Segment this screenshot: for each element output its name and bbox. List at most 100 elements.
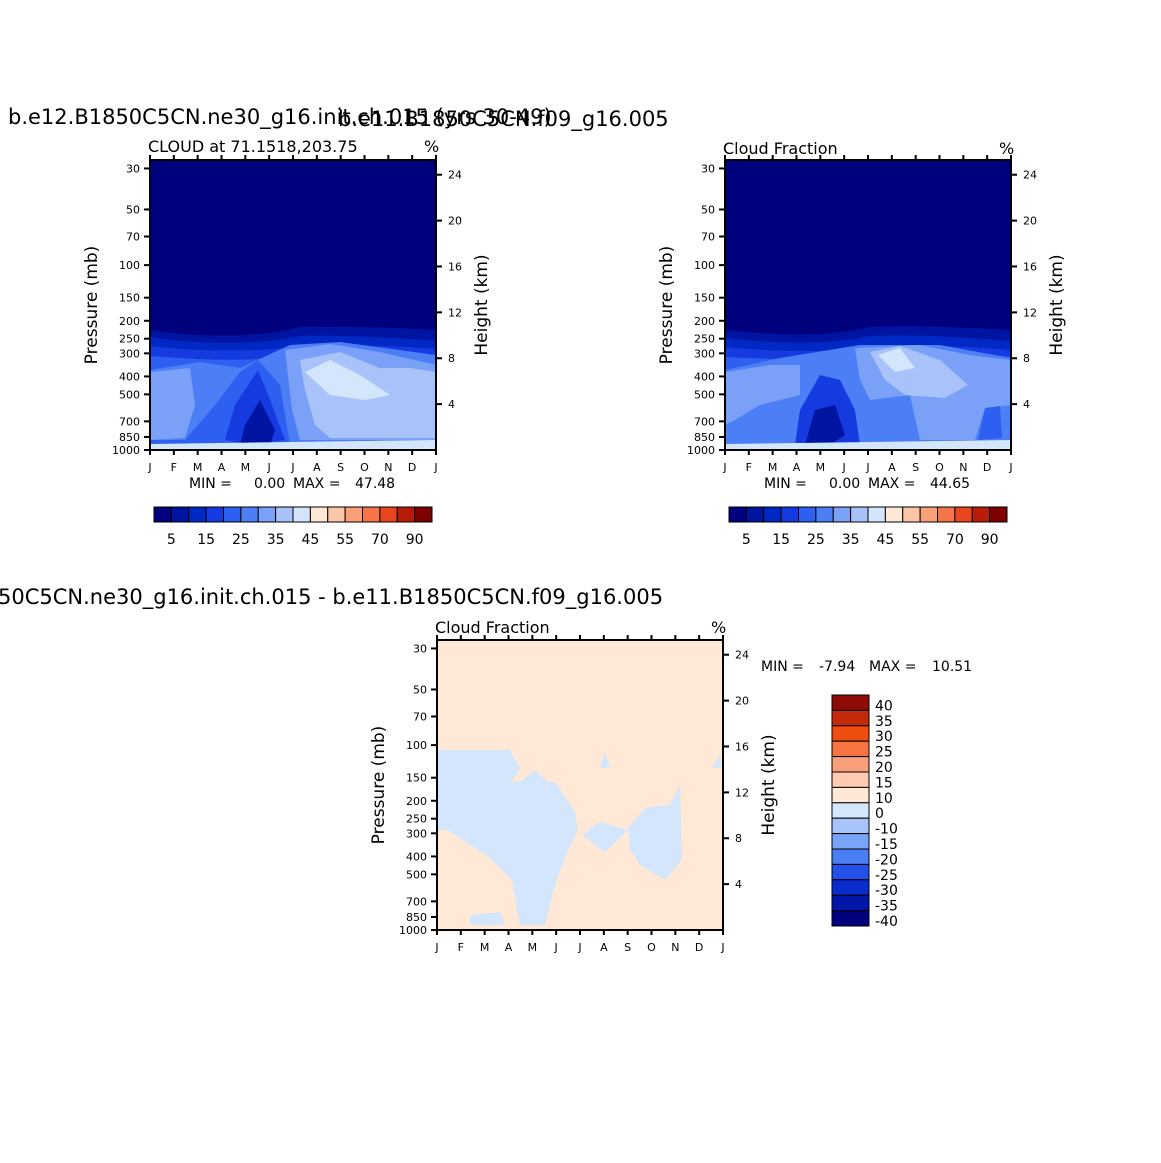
colorbar-swatch xyxy=(763,506,782,523)
contour-fill-level-10 xyxy=(240,400,275,445)
panel-2: Cloud Fraction % J F M A M J J A S O N D J 30 50 70 100 1… xyxy=(657,139,1067,548)
contour-fill-negative-g xyxy=(712,755,723,768)
colorbar-swatch xyxy=(831,771,870,788)
y-tick-label: 400 xyxy=(119,370,140,383)
colorbar-label: 0 xyxy=(875,806,884,822)
y-tick-label: 500 xyxy=(694,388,715,401)
y-tick-label: 300 xyxy=(406,827,427,840)
colorbar-label: 55 xyxy=(336,532,354,548)
x-tick-label: J xyxy=(267,461,271,474)
y-tick-right-label: 20 xyxy=(735,695,749,708)
panel-3-min-value: -7.94 xyxy=(819,659,855,675)
colorbar-label: 5 xyxy=(167,532,176,548)
y-tick-label: 700 xyxy=(694,415,715,428)
panel-2-ylabel-right: Height (km) xyxy=(1047,254,1067,355)
colorbar-swatch xyxy=(240,506,259,523)
colorbar-swatch xyxy=(205,506,224,523)
panel-2-units: % xyxy=(999,139,1014,158)
panel-3-max-label: MAX = xyxy=(869,659,916,675)
panel-2-title: Cloud Fraction xyxy=(723,139,838,158)
colorbar-label: -20 xyxy=(875,852,898,868)
colorbar-label: 55 xyxy=(911,532,929,548)
panel-3-ylabel-right: Height (km) xyxy=(759,734,779,835)
y-tick-right-label: 12 xyxy=(1023,306,1037,319)
y-tick-label: 50 xyxy=(126,203,140,216)
colorbar-swatch xyxy=(954,506,973,523)
y-tick-right-label: 16 xyxy=(735,740,749,753)
colorbar-swatch xyxy=(153,506,172,523)
panel-1-max-value: 47.48 xyxy=(355,476,395,492)
panel-1-ylabel-right: Height (km) xyxy=(472,254,492,355)
contour-fill-level-11 xyxy=(150,440,436,450)
colorbar-swatch xyxy=(867,506,886,523)
x-tick-label: M xyxy=(480,941,490,954)
x-tick-label: F xyxy=(746,461,752,474)
x-tick-label: A xyxy=(888,461,896,474)
colorbar-label: 15 xyxy=(772,532,790,548)
y-tick-label: 50 xyxy=(701,203,715,216)
contour-fill-negative-h xyxy=(470,912,505,925)
y-tick-label: 30 xyxy=(126,162,140,175)
colorbar-label: -40 xyxy=(875,914,898,930)
contour-fill-level-10 xyxy=(805,405,845,445)
contour-fill-negative-e xyxy=(582,822,628,852)
x-tick-label: A xyxy=(505,941,513,954)
x-tick-label: F xyxy=(458,941,464,954)
y-tick-right-label: 8 xyxy=(1023,352,1030,365)
contour-fill-negative-b xyxy=(437,768,465,785)
x-tick-label: J xyxy=(433,461,437,474)
y-tick-label: 30 xyxy=(701,162,715,175)
contour-fill-level-11 xyxy=(978,406,1002,440)
y-tick-label: 50 xyxy=(413,683,427,696)
contour-fill-level-8 xyxy=(878,348,915,372)
panel-1-units: % xyxy=(424,137,439,156)
y-tick-label: 200 xyxy=(694,315,715,328)
panel-3-max-value: 10.51 xyxy=(932,659,972,675)
y-tick-label: 70 xyxy=(126,230,140,243)
colorbar-swatch xyxy=(831,802,870,819)
panel-1-min-value: 0.00 xyxy=(254,476,285,492)
x-tick-label: M xyxy=(528,941,538,954)
y-tick-label: 400 xyxy=(406,850,427,863)
colorbar-swatch xyxy=(831,894,870,912)
y-tick-label: 300 xyxy=(694,347,715,360)
colorbar-swatch xyxy=(971,506,991,523)
colorbar-swatch xyxy=(362,506,381,523)
y-tick-right-label: 24 xyxy=(735,649,749,662)
colorbar-swatch xyxy=(831,833,870,850)
colorbar-label: 30 xyxy=(875,729,893,745)
colorbar-swatch xyxy=(831,756,870,773)
panel-2-max-value: 44.65 xyxy=(930,476,970,492)
panel-1-max-label: MAX = xyxy=(293,476,340,492)
panel-1-min-label: MIN = xyxy=(189,476,232,492)
panel-1-contours xyxy=(150,160,436,450)
x-tick-label: D xyxy=(983,461,991,474)
y-tick-right-label: 16 xyxy=(448,260,462,273)
colorbar-label: 10 xyxy=(875,791,893,807)
colorbar-swatch xyxy=(344,506,363,523)
colorbar-label: -25 xyxy=(875,868,898,884)
y-tick-right-label: 8 xyxy=(735,832,742,845)
x-tick-label: F xyxy=(171,461,177,474)
colorbar-swatch xyxy=(379,506,398,523)
x-tick-label: J xyxy=(865,461,869,474)
colorbar-swatch xyxy=(831,879,870,896)
panel-1: CLOUD at 71.1518,203.75 % J F M A M J J A S O N D J 3… xyxy=(82,137,492,548)
y-tick-right-label: 24 xyxy=(1023,169,1037,182)
colorbar-label: 25 xyxy=(807,532,825,548)
colorbar-swatch xyxy=(831,910,870,927)
panel-2-min-value: 0.00 xyxy=(829,476,860,492)
y-tick-right-label: 12 xyxy=(735,786,749,799)
colorbar-swatch xyxy=(850,506,869,523)
colorbar-label: -15 xyxy=(875,837,898,853)
y-tick-label: 300 xyxy=(119,347,140,360)
y-tick-label: 250 xyxy=(406,813,427,826)
panel-1-colorbar: 5 15 25 35 45 55 70 90 xyxy=(153,506,433,548)
y-tick-label: 850 xyxy=(119,431,140,444)
colorbar-swatch xyxy=(327,506,346,523)
y-tick-label: 250 xyxy=(694,333,715,346)
colorbar-swatch xyxy=(832,506,852,523)
